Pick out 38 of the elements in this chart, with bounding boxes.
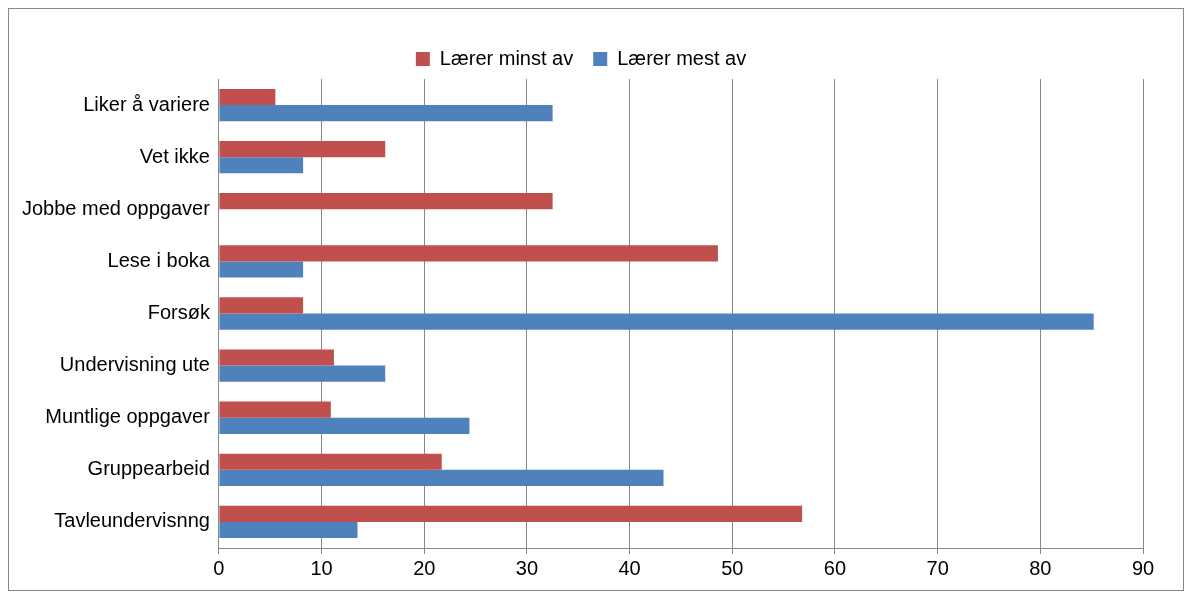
- bar: [219, 261, 304, 278]
- bar: [219, 469, 664, 486]
- x-tick-label: 30: [515, 556, 539, 579]
- y-tick-label: Gruppearbeid: [87, 457, 210, 480]
- bar: [219, 417, 470, 434]
- x-tick-label: 0: [213, 556, 225, 579]
- bar: [219, 505, 803, 522]
- bar: [219, 157, 304, 174]
- y-tick-label: Jobbe med oppgaver: [21, 196, 211, 219]
- bar: [219, 349, 334, 366]
- x-tick-label: 70: [926, 556, 949, 579]
- y-tick-label: Liker å variere: [83, 92, 210, 115]
- bar: [219, 365, 386, 382]
- x-tick-label: 10: [310, 556, 333, 579]
- bar: [219, 521, 358, 539]
- x-tick-label: 60: [823, 556, 847, 579]
- bar: [219, 245, 718, 262]
- bar: [219, 88, 276, 106]
- y-tick-label: Tavleundervisnng: [54, 509, 210, 532]
- x-tick-label: 20: [413, 556, 436, 579]
- bar: [219, 297, 304, 314]
- x-tick-label: 50: [721, 556, 744, 579]
- bar: [219, 401, 331, 418]
- legend-label: Lærer mest av: [617, 46, 747, 69]
- x-tick-label: 80: [1029, 556, 1052, 579]
- legend-label: Lærer minst av: [439, 46, 574, 69]
- x-tick-label: 90: [1131, 556, 1155, 579]
- bar: [219, 453, 442, 470]
- bar: [219, 313, 1094, 330]
- y-tick-label: Muntlige oppgaver: [45, 405, 211, 428]
- bar: [219, 141, 386, 158]
- x-tick-label: 40: [618, 556, 641, 579]
- y-tick-label: Lese i boka: [107, 248, 211, 271]
- y-tick-label: Forsøk: [147, 301, 211, 324]
- bar: [219, 193, 553, 210]
- y-tick-label: Vet ikke: [139, 144, 210, 167]
- y-tick-label: Undervisning ute: [59, 353, 210, 376]
- bar: [219, 105, 553, 122]
